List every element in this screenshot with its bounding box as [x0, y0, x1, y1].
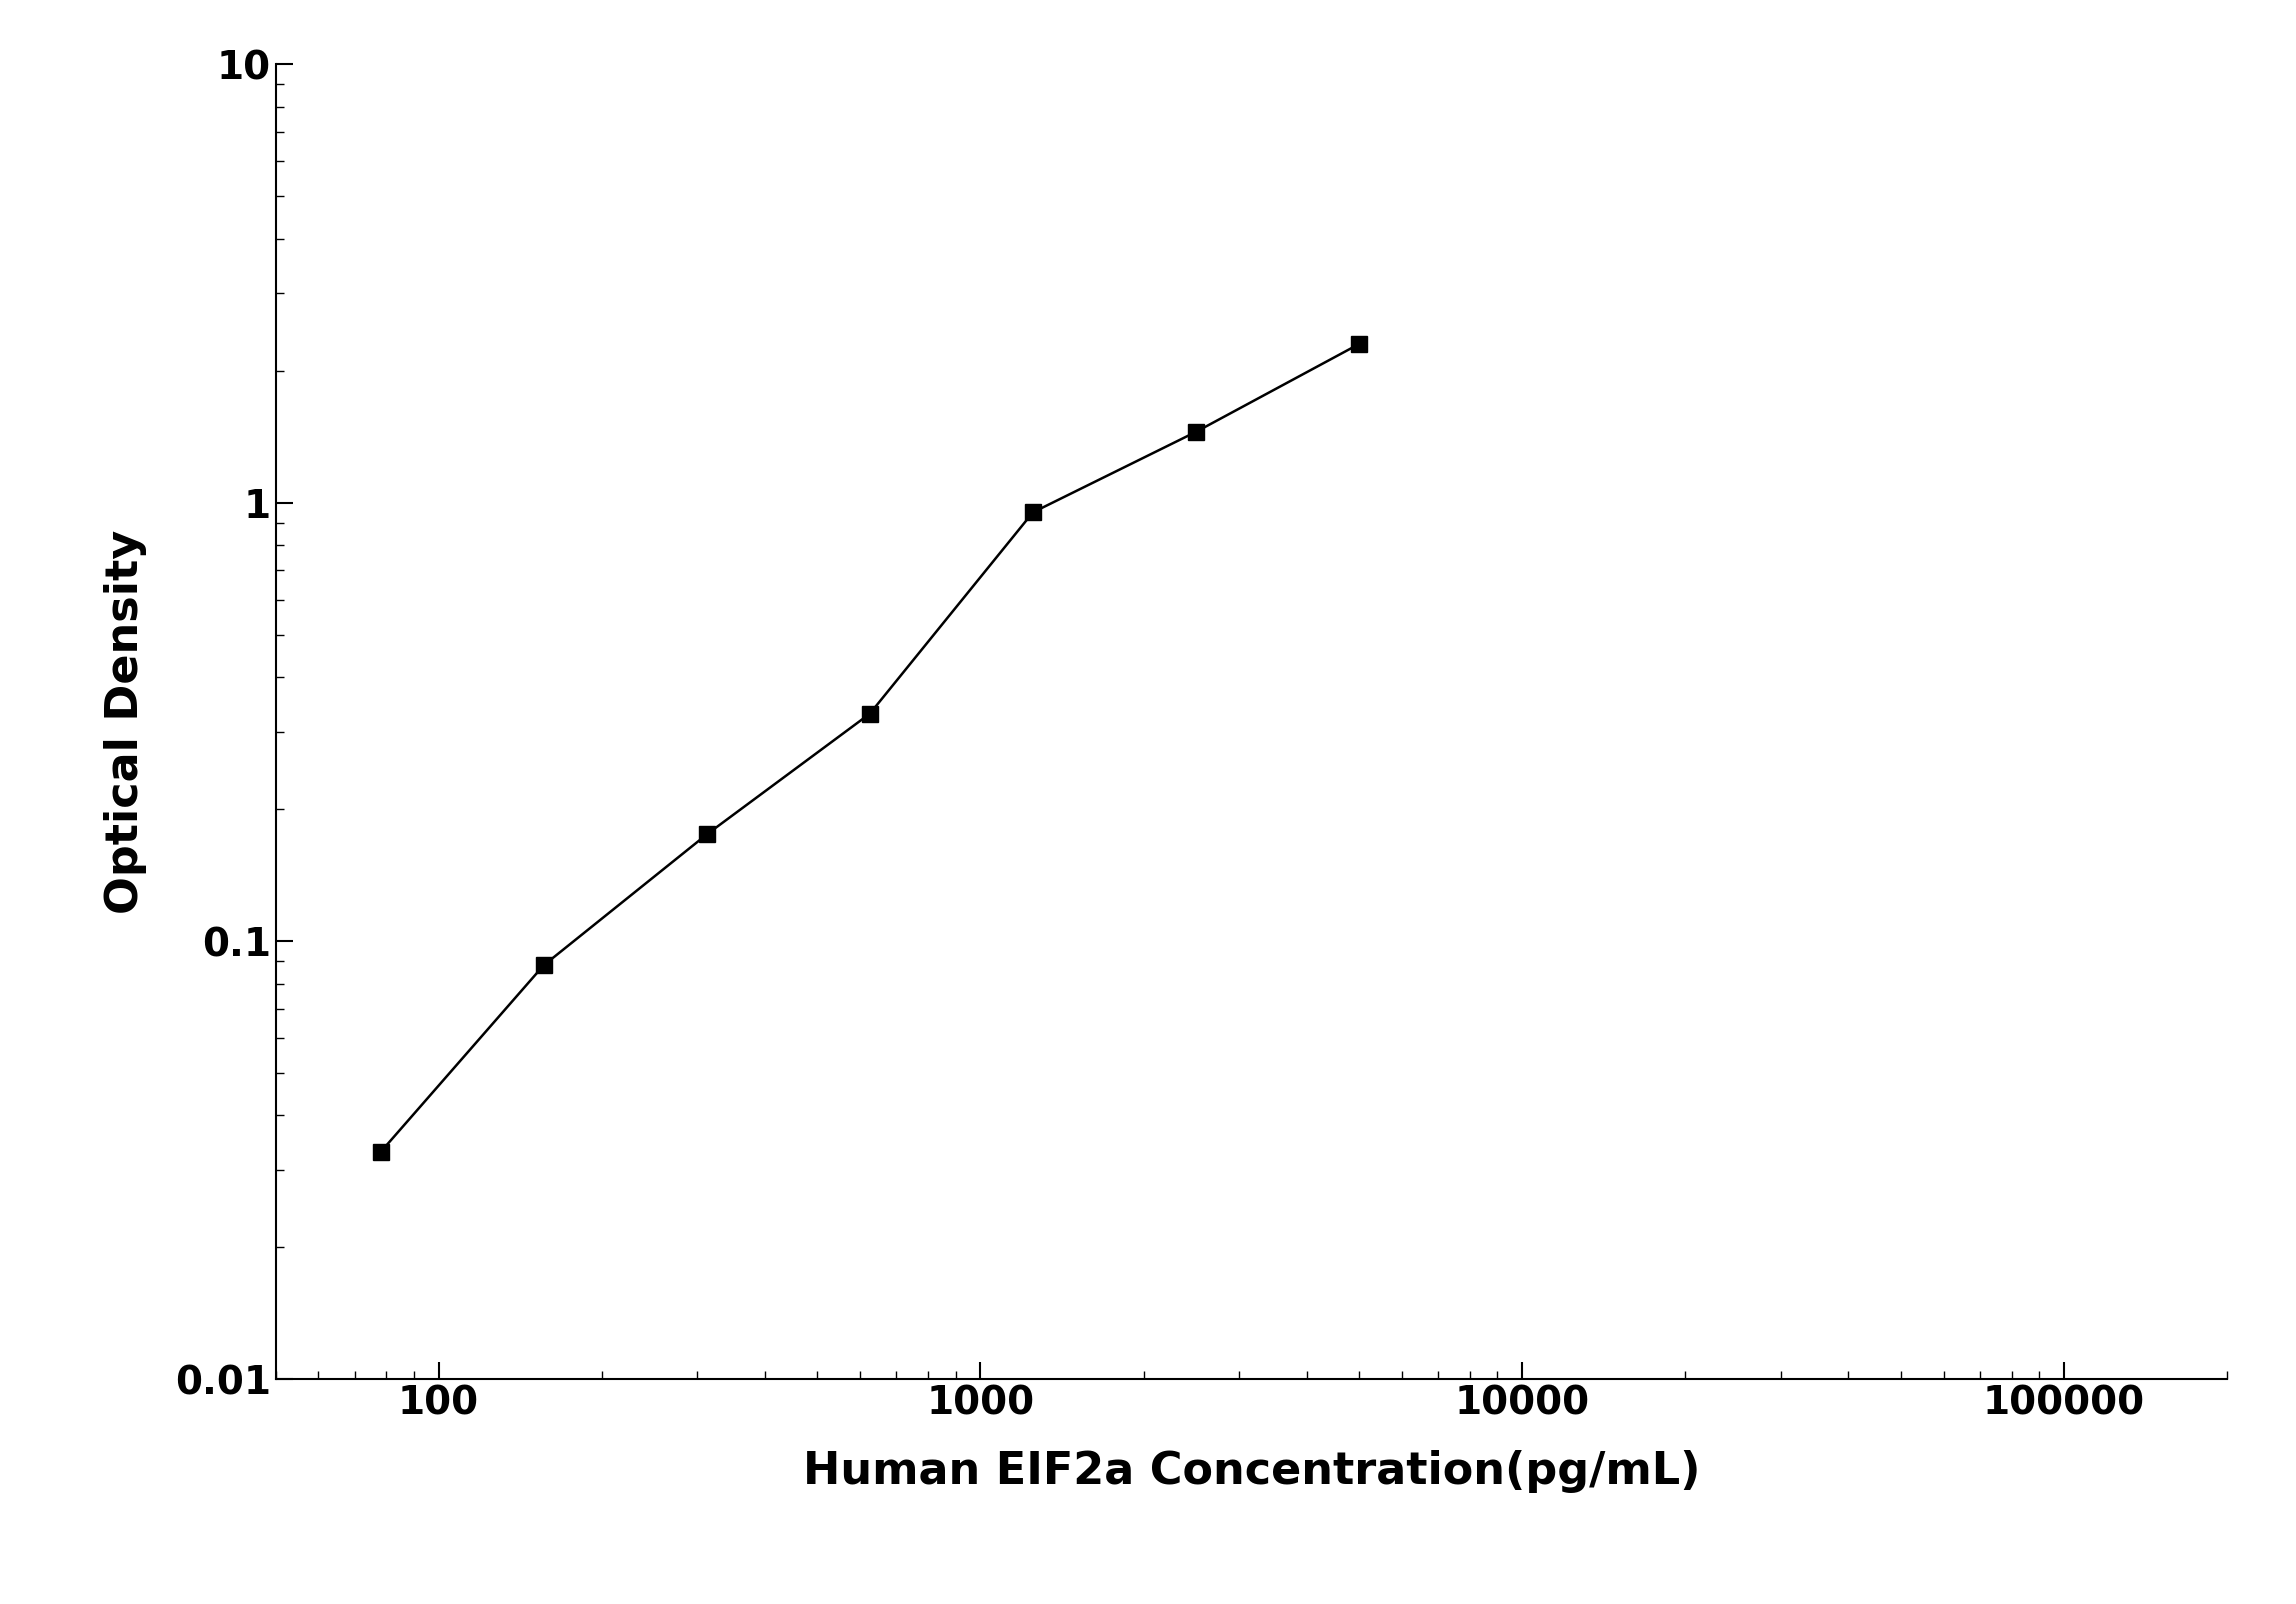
Y-axis label: Optical Density: Optical Density — [103, 529, 147, 914]
X-axis label: Human EIF2a Concentration(pg/mL): Human EIF2a Concentration(pg/mL) — [804, 1450, 1699, 1493]
